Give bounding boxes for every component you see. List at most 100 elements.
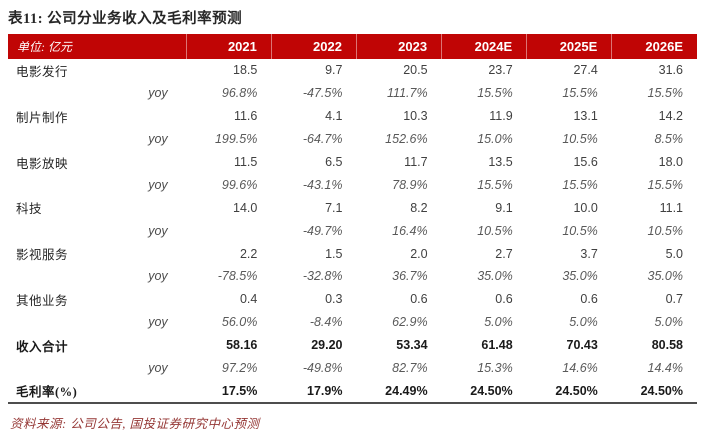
forecast-table: 单位: 亿元 2021 2022 2023 2024E 2025E 2026E 电影发行 1… xyxy=(8,34,697,405)
table-header-row: 单位: 亿元 2021 2022 2023 2024E 2025E 2026E xyxy=(8,34,697,59)
year-header-2025E: 2025E xyxy=(526,34,612,59)
cell-value: 20.5 xyxy=(403,63,428,78)
cell-value: 152.6% xyxy=(385,132,428,147)
cell-value: 3.7 xyxy=(580,246,598,261)
yoy-label: yoy xyxy=(148,132,168,147)
yoy-label: yoy xyxy=(148,269,168,284)
cell-value: 35.0% xyxy=(647,269,683,284)
cell-value: 15.6 xyxy=(573,155,598,169)
row-label: 制片制作 xyxy=(16,110,69,125)
cell-value: 5.0% xyxy=(484,315,513,330)
cell-value: 29.20 xyxy=(311,338,343,353)
row-label xyxy=(8,219,148,242)
cell-value: 17.5% xyxy=(221,383,258,398)
cell-value: -49.8% xyxy=(302,361,343,376)
cell-value: 17.9% xyxy=(307,383,343,398)
yoy-label: yoy xyxy=(148,86,168,101)
segment-row: 影视服务 2.2 1.5 2.0 2.7 3.7 5.0 xyxy=(8,242,697,265)
cell-value: 8.2 xyxy=(410,200,428,215)
cell-value: 14.0 xyxy=(233,200,258,215)
cell-value: 5.0% xyxy=(654,315,684,330)
cell-value: 10.5% xyxy=(562,132,598,147)
row-label: 电影放映 xyxy=(16,156,69,171)
cell-value: 27.4 xyxy=(573,63,598,78)
yoy-label: yoy xyxy=(148,361,168,376)
cell-value: 5.0% xyxy=(569,315,598,330)
cell-value: 11.6 xyxy=(233,109,258,124)
year-header-2022: 2022 xyxy=(270,34,357,59)
unit-label: 单位: 亿元 xyxy=(8,34,187,59)
cell-value: 2.2 xyxy=(239,246,258,261)
row-label: 影视服务 xyxy=(16,248,69,263)
cell-value: 9.7 xyxy=(325,63,343,78)
cell-value: 14.6% xyxy=(562,361,598,376)
cell-value: 15.5% xyxy=(477,86,513,101)
cell-value: 58.16 xyxy=(226,338,258,353)
cell-value: 15.5% xyxy=(562,86,598,101)
yoy-row: yoy -78.5% -32.8% 36.7% 35.0% 35.0% 35.0% xyxy=(8,265,697,288)
cell-value: 0.6 xyxy=(410,292,428,307)
cell-value: 0.6 xyxy=(580,292,598,307)
row-label: 电影发行 xyxy=(16,64,69,79)
cell-value: 2.0 xyxy=(410,246,428,261)
yoy-label xyxy=(148,105,186,128)
year-header-2021: 2021 xyxy=(185,34,272,59)
yoy-row: yoy 199.5% -64.7% 152.6% 15.0% 10.5% 8.5% xyxy=(8,128,697,151)
cell-value: 0.4 xyxy=(239,292,258,307)
row-label: 其他业务 xyxy=(16,293,69,308)
year-header-2026E: 2026E xyxy=(611,34,697,59)
segment-row: 电影发行 18.5 9.7 20.5 23.7 27.4 31.6 xyxy=(8,59,697,82)
row-label: 收入合计 xyxy=(16,339,69,354)
cell-value: 11.7 xyxy=(404,155,428,169)
cell-value: 62.9% xyxy=(392,315,428,330)
cell-value: 53.34 xyxy=(396,338,428,353)
segment-row: 制片制作 11.6 4.1 10.3 11.9 13.1 14.2 xyxy=(8,105,697,128)
yoy-label xyxy=(148,379,186,403)
cell-value: 16.4% xyxy=(392,223,428,238)
yoy-label xyxy=(148,196,186,219)
cell-value: 10.0 xyxy=(573,200,598,215)
cell-value: -64.7% xyxy=(302,132,343,147)
cell-value: 8.5% xyxy=(654,132,684,147)
cell-value: 10.3 xyxy=(403,109,428,124)
yoy-label xyxy=(148,151,186,174)
cell-value: 24.50% xyxy=(555,383,598,398)
cell-value: 96.8% xyxy=(221,86,258,101)
cell-value: 9.1 xyxy=(495,200,513,215)
row-label xyxy=(8,311,148,334)
cell-value: -8.4% xyxy=(309,315,343,330)
cell-value: 70.43 xyxy=(566,338,598,353)
yoy-label: yoy xyxy=(148,177,168,192)
segment-row: 毛利率(%) 17.5% 17.9% 24.49% 24.50% 24.50% 24.50% xyxy=(8,379,697,403)
cell-value: 0.7 xyxy=(665,292,683,307)
yoy-label xyxy=(148,242,186,265)
cell-value: 35.0% xyxy=(477,269,513,284)
yoy-row: yoy 56.0% -8.4% 62.9% 5.0% 5.0% 5.0% xyxy=(8,311,697,334)
yoy-label xyxy=(148,59,186,82)
cell-value: 15.5% xyxy=(562,177,598,192)
cell-value: 82.7% xyxy=(392,361,428,376)
row-label: 毛利率(%) xyxy=(16,385,78,400)
cell-value: 31.6 xyxy=(658,63,683,78)
cell-value: 0.6 xyxy=(495,292,513,307)
cell-value: 15.3% xyxy=(477,361,513,376)
cell-value: 2.7 xyxy=(495,246,513,261)
yoy-label: yoy xyxy=(148,223,168,238)
cell-value: 78.9% xyxy=(392,177,428,192)
yoy-label xyxy=(148,334,186,357)
table-body: 电影发行 18.5 9.7 20.5 23.7 27.4 31.6 yoy 96.8% -47.5… xyxy=(8,59,697,403)
yoy-label: yoy xyxy=(148,315,168,330)
cell-value: 0.3 xyxy=(325,292,343,307)
cell-value: 24.49% xyxy=(385,383,428,398)
cell-value: -47.5% xyxy=(302,86,343,101)
cell-value: 4.1 xyxy=(325,109,343,124)
cell-value: 99.6% xyxy=(221,177,258,192)
year-header-2023: 2023 xyxy=(355,34,442,59)
cell-value: 24.50% xyxy=(640,383,683,398)
cell-value: -78.5% xyxy=(217,269,258,284)
cell-value: 13.5 xyxy=(488,155,513,169)
yoy-row: yoy 97.2% -49.8% 82.7% 15.3% 14.6% 14.4% xyxy=(8,357,697,380)
cell-value: 6.5 xyxy=(325,155,343,169)
cell-value: 14.4% xyxy=(647,361,683,376)
